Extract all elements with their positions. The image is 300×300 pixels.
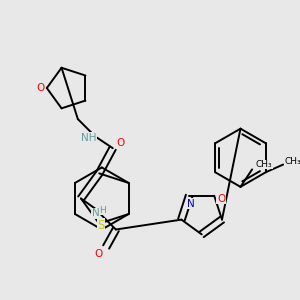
Text: CH₃: CH₃ — [284, 157, 300, 166]
Text: H: H — [99, 206, 106, 214]
Text: NH: NH — [81, 133, 96, 142]
Text: O: O — [36, 83, 44, 93]
Text: CH₃: CH₃ — [255, 160, 272, 169]
Text: O: O — [116, 138, 124, 148]
Text: O: O — [217, 194, 225, 204]
Text: N: N — [187, 199, 195, 208]
Text: N: N — [92, 208, 99, 218]
Text: O: O — [94, 249, 103, 259]
Text: S: S — [98, 219, 105, 232]
